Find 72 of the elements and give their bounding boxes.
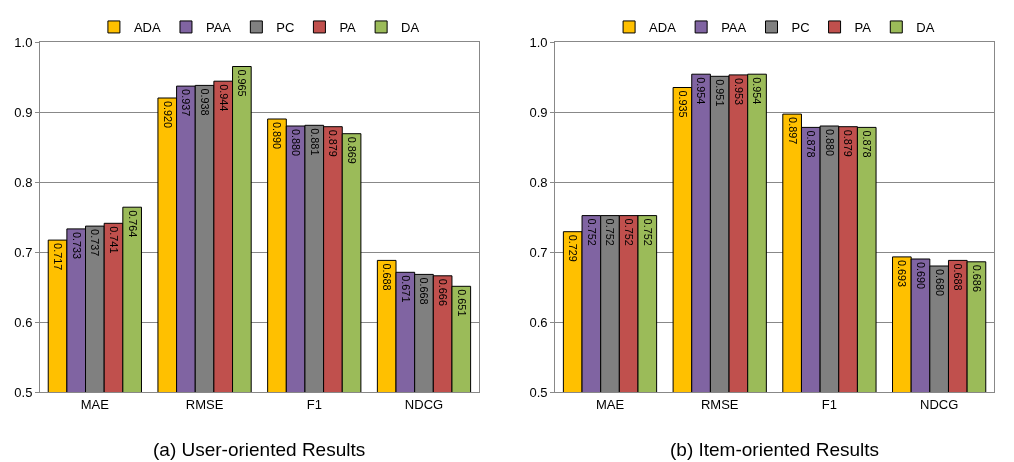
- data-label: 0.953: [732, 77, 745, 106]
- data-label: 0.717: [51, 243, 64, 271]
- data-label: 0.920: [161, 101, 174, 129]
- data-label: 0.690: [914, 262, 927, 290]
- data-label: 0.935: [676, 90, 689, 118]
- data-label: 0.752: [604, 218, 617, 246]
- legend-label: ADA: [649, 20, 677, 36]
- y-tick-label: 0.9: [14, 104, 33, 120]
- legend-label: DA: [401, 20, 420, 36]
- data-label: 0.671: [399, 275, 412, 303]
- data-label: 0.951: [714, 79, 727, 107]
- y-tick-label: 0.5: [14, 384, 33, 400]
- data-label: 0.878: [861, 130, 874, 158]
- data-label: 0.741: [107, 226, 120, 254]
- data-label: 0.752: [585, 218, 598, 246]
- data-label: 0.879: [327, 129, 340, 157]
- data-label: 0.938: [198, 88, 211, 116]
- y-tick-label: 0.6: [14, 314, 33, 330]
- data-label: 0.879: [842, 129, 855, 157]
- data-label: 0.666: [437, 278, 450, 306]
- x-tick-label: NDCG: [920, 396, 959, 412]
- data-label: 0.880: [823, 129, 836, 157]
- data-label: 0.954: [751, 77, 764, 105]
- data-label: 0.881: [308, 128, 321, 156]
- y-tick-label: 1.0: [529, 34, 548, 50]
- data-label: 0.944: [217, 84, 230, 112]
- data-label: 0.668: [418, 277, 431, 305]
- y-tick-label: 0.5: [529, 384, 548, 400]
- legend-label: DA: [916, 20, 935, 36]
- legend-label: PA: [339, 20, 357, 36]
- data-label: 0.737: [89, 229, 102, 257]
- legend-label: PC: [276, 20, 295, 36]
- data-label: 0.680: [933, 269, 946, 297]
- x-tick-label: NDCG: [404, 396, 444, 412]
- data-label: 0.752: [623, 218, 636, 246]
- data-label: 0.733: [70, 231, 83, 260]
- data-label: 0.954: [695, 77, 708, 105]
- data-label: 0.965: [236, 69, 249, 97]
- data-label: 0.764: [126, 210, 139, 238]
- data-label: 0.729: [567, 234, 580, 262]
- data-label: 0.937: [180, 89, 193, 117]
- data-label: 0.686: [970, 264, 983, 292]
- y-tick-label: 0.7: [14, 244, 33, 260]
- x-tick-label: F1: [821, 396, 838, 412]
- data-label: 0.688: [952, 263, 965, 291]
- data-label: 0.688: [381, 263, 394, 291]
- data-label: 0.897: [786, 117, 799, 145]
- data-label: 0.693: [896, 259, 909, 288]
- y-tick-label: 0.9: [529, 104, 548, 120]
- y-tick-label: 0.8: [529, 174, 548, 190]
- y-tick-label: 0.6: [529, 314, 548, 330]
- x-tick-label: MAE: [595, 396, 625, 412]
- data-label: 0.890: [271, 122, 284, 150]
- legend-label: PA: [854, 20, 872, 36]
- data-label: 0.878: [805, 130, 818, 158]
- data-label: 0.880: [290, 129, 303, 157]
- data-label: 0.752: [641, 218, 654, 246]
- text: (b) Item-oriented Results: [670, 439, 880, 460]
- legend-label: PAA: [721, 20, 747, 36]
- x-tick-label: RMSE: [185, 396, 224, 412]
- data-label: 0.869: [345, 136, 358, 164]
- data-label: 0.651: [455, 289, 468, 317]
- x-tick-label: F1: [306, 396, 322, 412]
- y-tick-label: 0.7: [529, 244, 548, 260]
- legend-label: ADA: [133, 20, 161, 36]
- legend-label: PAA: [205, 20, 232, 36]
- x-tick-label: RMSE: [700, 396, 739, 412]
- legend-label: PC: [791, 20, 810, 36]
- text: (a) User-oriented Results: [153, 439, 366, 460]
- y-tick-label: 1.0: [14, 34, 33, 50]
- x-tick-label: MAE: [80, 396, 110, 412]
- y-tick-label: 0.8: [14, 174, 33, 190]
